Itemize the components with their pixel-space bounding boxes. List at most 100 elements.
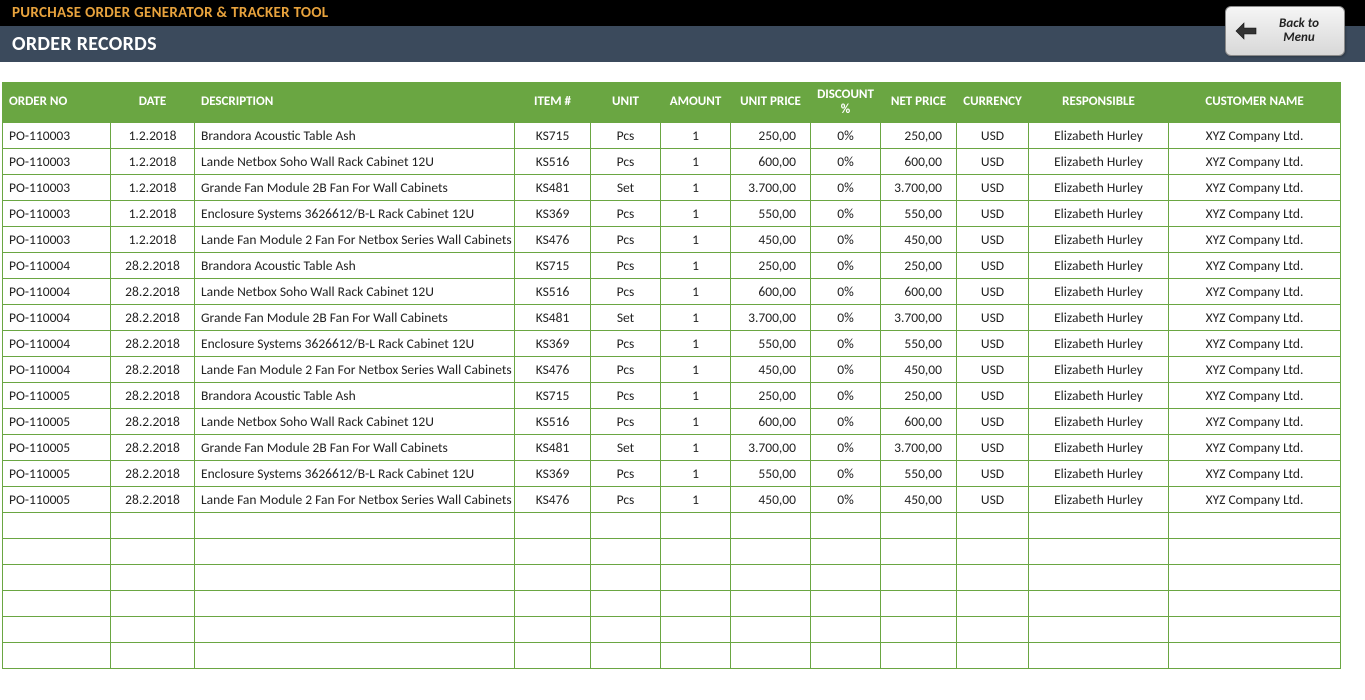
cell-date[interactable]: 28.2.2018 [111,253,195,279]
cell-responsible[interactable]: Elizabeth Hurley [1029,253,1169,279]
cell-discount[interactable]: 0% [811,305,881,331]
cell-responsible[interactable]: Elizabeth Hurley [1029,357,1169,383]
table-row-empty[interactable] [3,513,1341,539]
col-header-unit_price[interactable]: UNIT PRICE [731,83,811,123]
cell-order_no[interactable]: PO-110003 [3,201,111,227]
cell-unit_price[interactable]: 550,00 [731,331,811,357]
cell-unit_price[interactable]: 600,00 [731,279,811,305]
cell-discount[interactable]: 0% [811,201,881,227]
cell-responsible[interactable]: Elizabeth Hurley [1029,123,1169,149]
cell-unit_price[interactable]: 450,00 [731,357,811,383]
cell-empty[interactable] [195,513,515,539]
cell-customer[interactable]: XYZ Company Ltd. [1169,253,1341,279]
cell-responsible[interactable]: Elizabeth Hurley [1029,461,1169,487]
cell-unit[interactable]: Pcs [591,253,661,279]
cell-currency[interactable]: USD [957,487,1029,513]
table-row[interactable]: PO-11000428.2.2018Lande Fan Module 2 Fan… [3,357,1341,383]
cell-date[interactable]: 28.2.2018 [111,461,195,487]
cell-unit_price[interactable]: 250,00 [731,253,811,279]
cell-amount[interactable]: 1 [661,383,731,409]
cell-amount[interactable]: 1 [661,305,731,331]
cell-date[interactable]: 28.2.2018 [111,305,195,331]
cell-order_no[interactable]: PO-110005 [3,383,111,409]
table-row[interactable]: PO-1100031.2.2018Lande Fan Module 2 Fan … [3,227,1341,253]
cell-unit_price[interactable]: 3.700,00 [731,175,811,201]
table-row[interactable]: PO-11000528.2.2018Lande Netbox Soho Wall… [3,409,1341,435]
cell-item_no[interactable]: KS476 [515,357,591,383]
cell-responsible[interactable]: Elizabeth Hurley [1029,409,1169,435]
cell-description[interactable]: Lande Fan Module 2 Fan For Netbox Series… [195,227,515,253]
cell-description[interactable]: Lande Fan Module 2 Fan For Netbox Series… [195,357,515,383]
cell-empty[interactable] [1169,591,1341,617]
cell-amount[interactable]: 1 [661,357,731,383]
cell-order_no[interactable]: PO-110005 [3,487,111,513]
cell-amount[interactable]: 1 [661,149,731,175]
cell-empty[interactable] [591,539,661,565]
cell-net_price[interactable]: 450,00 [881,357,957,383]
cell-unit_price[interactable]: 3.700,00 [731,435,811,461]
cell-empty[interactable] [881,565,957,591]
cell-currency[interactable]: USD [957,227,1029,253]
cell-empty[interactable] [1169,513,1341,539]
cell-currency[interactable]: USD [957,253,1029,279]
cell-empty[interactable] [515,643,591,669]
cell-amount[interactable]: 1 [661,487,731,513]
table-row-empty[interactable] [3,565,1341,591]
cell-customer[interactable]: XYZ Company Ltd. [1169,175,1341,201]
cell-empty[interactable] [111,539,195,565]
cell-empty[interactable] [731,539,811,565]
cell-empty[interactable] [811,591,881,617]
cell-item_no[interactable]: KS516 [515,409,591,435]
cell-amount[interactable]: 1 [661,409,731,435]
cell-discount[interactable]: 0% [811,279,881,305]
cell-empty[interactable] [515,539,591,565]
cell-currency[interactable]: USD [957,279,1029,305]
cell-date[interactable]: 28.2.2018 [111,383,195,409]
cell-responsible[interactable]: Elizabeth Hurley [1029,149,1169,175]
cell-customer[interactable]: XYZ Company Ltd. [1169,149,1341,175]
cell-net_price[interactable]: 600,00 [881,409,957,435]
table-row[interactable]: PO-11000428.2.2018Brandora Acoustic Tabl… [3,253,1341,279]
cell-unit_price[interactable]: 3.700,00 [731,305,811,331]
cell-discount[interactable]: 0% [811,253,881,279]
cell-discount[interactable]: 0% [811,409,881,435]
cell-empty[interactable] [591,513,661,539]
cell-amount[interactable]: 1 [661,175,731,201]
cell-empty[interactable] [881,643,957,669]
cell-net_price[interactable]: 550,00 [881,201,957,227]
cell-description[interactable]: Enclosure Systems 3626612/B-L Rack Cabin… [195,201,515,227]
cell-empty[interactable] [661,591,731,617]
cell-unit_price[interactable]: 600,00 [731,409,811,435]
cell-order_no[interactable]: PO-110005 [3,461,111,487]
cell-empty[interactable] [591,591,661,617]
table-row[interactable]: PO-1100031.2.2018Lande Netbox Soho Wall … [3,149,1341,175]
cell-empty[interactable] [3,643,111,669]
cell-empty[interactable] [811,617,881,643]
cell-empty[interactable] [1169,617,1341,643]
cell-date[interactable]: 1.2.2018 [111,149,195,175]
cell-date[interactable]: 28.2.2018 [111,357,195,383]
cell-empty[interactable] [1029,539,1169,565]
cell-empty[interactable] [591,565,661,591]
cell-empty[interactable] [731,617,811,643]
cell-unit_price[interactable]: 450,00 [731,487,811,513]
cell-empty[interactable] [111,591,195,617]
cell-empty[interactable] [661,513,731,539]
cell-item_no[interactable]: KS516 [515,279,591,305]
cell-unit[interactable]: Pcs [591,331,661,357]
cell-empty[interactable] [881,513,957,539]
cell-discount[interactable]: 0% [811,123,881,149]
cell-discount[interactable]: 0% [811,435,881,461]
table-row[interactable]: PO-11000528.2.2018Brandora Acoustic Tabl… [3,383,1341,409]
cell-item_no[interactable]: KS715 [515,123,591,149]
table-row[interactable]: PO-11000528.2.2018Grande Fan Module 2B F… [3,435,1341,461]
cell-unit[interactable]: Pcs [591,279,661,305]
cell-responsible[interactable]: Elizabeth Hurley [1029,227,1169,253]
cell-currency[interactable]: USD [957,435,1029,461]
cell-date[interactable]: 28.2.2018 [111,487,195,513]
back-to-menu-button[interactable]: Back to Menu [1225,6,1345,56]
cell-empty[interactable] [811,513,881,539]
table-row[interactable]: PO-11000428.2.2018Enclosure Systems 3626… [3,331,1341,357]
cell-unit_price[interactable]: 550,00 [731,461,811,487]
cell-description[interactable]: Grande Fan Module 2B Fan For Wall Cabine… [195,435,515,461]
